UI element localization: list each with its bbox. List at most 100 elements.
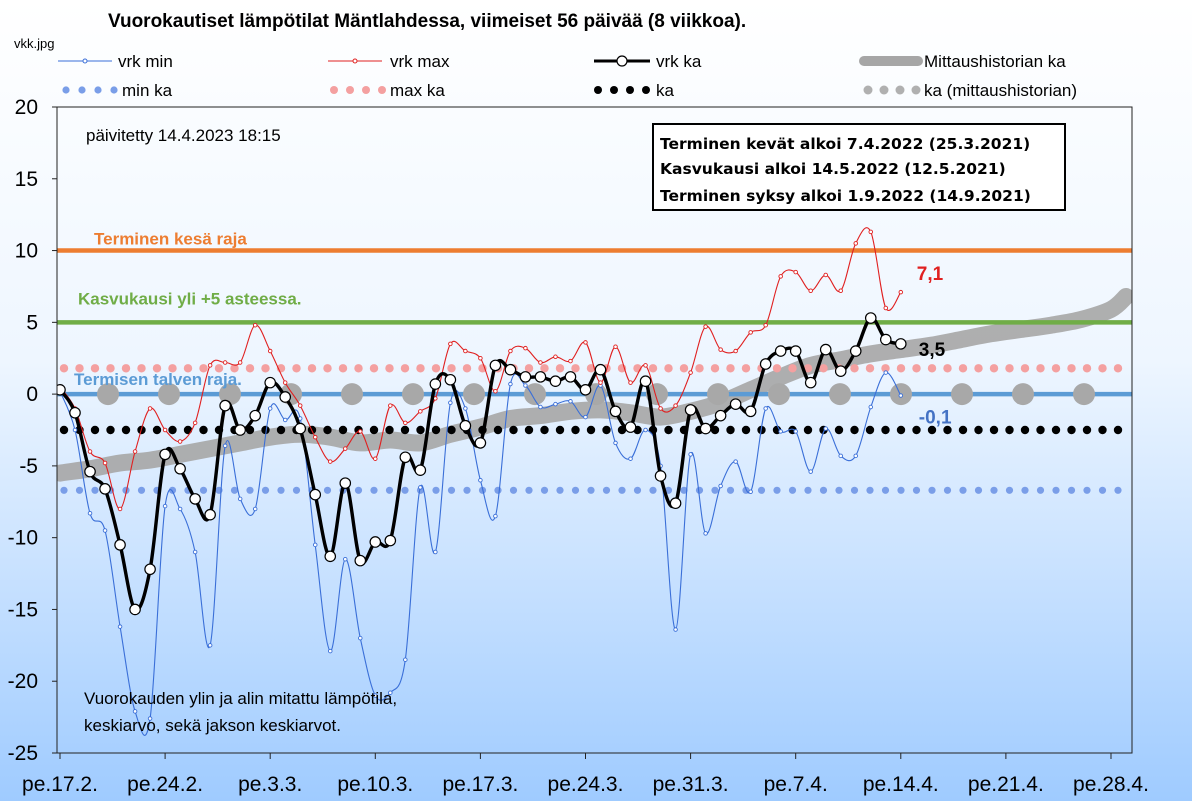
period-average-dot xyxy=(912,425,921,435)
series-min-point xyxy=(388,690,393,695)
max-average-dot xyxy=(214,364,224,373)
min-average-dot xyxy=(912,486,921,494)
max-average-dot xyxy=(152,364,162,373)
series-max-point xyxy=(583,340,588,345)
series-avg-point xyxy=(759,358,772,370)
x-tick-label: pe.31.3. xyxy=(653,773,729,796)
period-average-dot xyxy=(1098,425,1107,435)
series-avg-point xyxy=(849,345,862,357)
period-average-dot xyxy=(555,425,565,435)
min-average-dot xyxy=(788,486,797,494)
history-average-dot xyxy=(829,383,851,406)
series-min-point xyxy=(222,443,228,449)
max-average-dot xyxy=(571,364,580,373)
series-avg-point xyxy=(474,437,487,449)
series-max-point xyxy=(463,348,468,354)
series-max-point xyxy=(733,348,738,354)
info-line-growth: Kasvukausi alkoi 14.5.2022 (12.5.2021) xyxy=(660,160,1006,178)
max-average-dot xyxy=(1113,364,1123,373)
min-average-dot xyxy=(261,486,270,494)
max-average-dot xyxy=(695,364,704,373)
min-average-dot xyxy=(773,486,781,494)
history-average-dot xyxy=(646,383,668,406)
period-average-dot xyxy=(1082,425,1092,435)
series-avg-point xyxy=(144,563,156,576)
series-min-point xyxy=(673,627,678,632)
history-average-dot xyxy=(219,383,241,406)
period-average-dot xyxy=(865,425,875,435)
max-average-dot xyxy=(307,364,317,373)
max-average-dot xyxy=(369,364,379,373)
max-average-dot xyxy=(772,364,782,373)
period-average-dot xyxy=(741,425,751,435)
min-average-dot xyxy=(1098,486,1107,494)
series-avg-point xyxy=(804,376,817,389)
series-avg-point xyxy=(564,371,577,383)
period-average-dot xyxy=(152,425,162,435)
series-max-point xyxy=(448,341,453,347)
series-max-point xyxy=(898,289,904,295)
series-max-point xyxy=(808,288,813,294)
series-max-point xyxy=(703,324,708,329)
max-average-dot xyxy=(819,364,828,373)
legend-max-avg-label: max ka xyxy=(390,81,445,100)
min-average-dot xyxy=(168,486,177,494)
period-average-dot xyxy=(540,425,549,435)
max-average-dot xyxy=(974,364,983,373)
info-line-spring: Terminen kevät alkoi 7.4.2022 (25.3.2021… xyxy=(660,135,1030,153)
max-average-dot xyxy=(106,364,115,373)
period-average-dot xyxy=(121,425,131,435)
series-min-point xyxy=(297,416,303,421)
min-average-dot xyxy=(1083,486,1091,494)
series-avg-point xyxy=(654,470,667,482)
max-average-dot xyxy=(261,364,270,373)
period-average-dot xyxy=(896,425,906,435)
series-min-point xyxy=(343,556,348,562)
threshold-label-summer: Terminen kesä raja xyxy=(94,230,247,249)
legend-min-label: vrk min xyxy=(118,52,173,71)
min-average-dot xyxy=(354,486,363,494)
series-min-point xyxy=(808,469,813,474)
max-average-dot xyxy=(447,364,456,373)
min-average-dot xyxy=(292,486,301,494)
max-average-dot xyxy=(338,364,348,373)
series-min-point xyxy=(538,404,543,410)
series-min-point xyxy=(403,657,408,662)
series-max-point xyxy=(628,380,633,385)
min-average-dot xyxy=(866,486,874,494)
legend-min-avg-dot xyxy=(62,86,70,94)
series-avg-point xyxy=(504,363,517,376)
series-min-point xyxy=(763,406,768,411)
series-avg-point xyxy=(864,312,877,324)
series-max-point xyxy=(523,345,528,351)
period-average-dot xyxy=(1113,425,1123,435)
min-average-dot xyxy=(897,486,905,494)
period-average-dot xyxy=(1036,425,1045,435)
min-average-dot xyxy=(509,486,518,494)
max-average-dot xyxy=(788,364,797,373)
threshold-label-growth: Kasvukausi yli +5 asteessa. xyxy=(78,289,302,308)
max-average-dot xyxy=(881,364,890,373)
series-min-point xyxy=(613,440,618,446)
max-average-dot xyxy=(431,364,441,373)
series-min-point xyxy=(703,531,708,536)
y-tick-label: 5 xyxy=(26,311,38,334)
min-average-dot xyxy=(246,486,254,494)
history-average-dot xyxy=(707,383,729,406)
min-average-dot xyxy=(881,486,890,494)
series-max-point xyxy=(358,429,363,434)
min-average-dot xyxy=(850,486,859,494)
min-average-dot xyxy=(1005,486,1014,494)
series-max-point xyxy=(373,456,378,461)
series-avg-line xyxy=(58,316,902,612)
period-average-dot xyxy=(431,425,441,435)
period-average-dot xyxy=(385,425,394,435)
history-average-dot xyxy=(1012,383,1034,406)
x-tick-label: pe.17.2. xyxy=(22,773,98,796)
legend-min-avg-dot xyxy=(78,86,86,94)
min-average-dot xyxy=(695,486,704,494)
series-avg-point xyxy=(384,534,397,547)
min-average-dot xyxy=(525,486,533,494)
series-avg-point xyxy=(84,465,96,478)
max-average-dot xyxy=(230,364,239,373)
